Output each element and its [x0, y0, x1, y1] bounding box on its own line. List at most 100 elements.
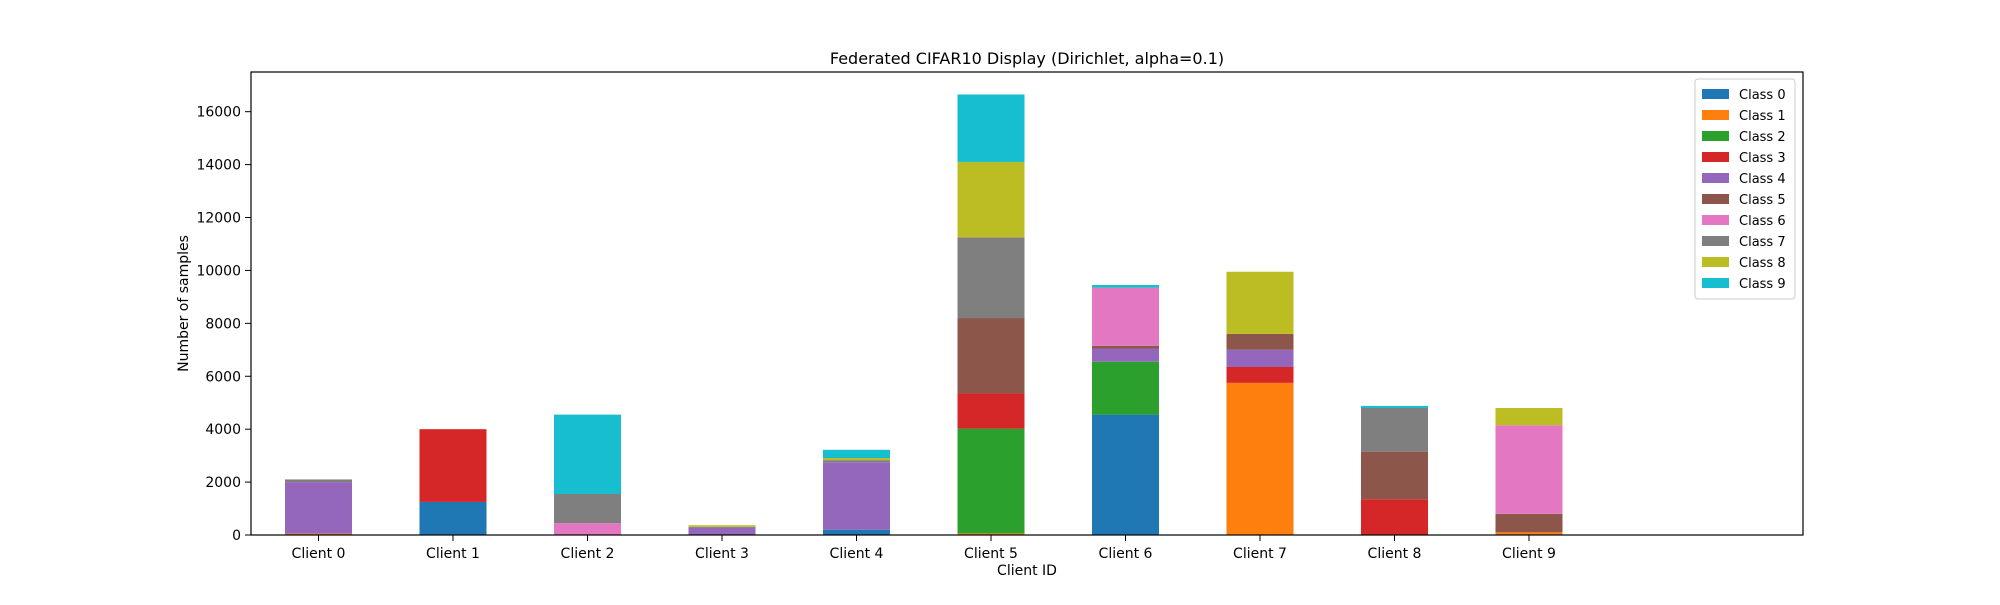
bar-segment: [688, 525, 756, 527]
legend-item: Class 5: [1702, 193, 1786, 208]
x-tick-label: Client 1: [426, 546, 480, 562]
legend-swatch: [1702, 131, 1729, 141]
bar-segment: [1361, 499, 1428, 535]
bar-segment: [957, 94, 1025, 162]
series-class-2: [957, 361, 1159, 534]
legend-item: Class 7: [1702, 235, 1786, 250]
bar-segment: [957, 161, 1025, 238]
legend-swatch: [1702, 236, 1729, 246]
legend-item: Class 2: [1702, 130, 1786, 145]
legend-label: Class 6: [1739, 214, 1786, 229]
bar-segment: [957, 393, 1025, 429]
bar-segment: [1226, 271, 1294, 334]
legend-label: Class 0: [1739, 88, 1786, 103]
y-tick-label: 6000: [205, 369, 241, 385]
y-tick-label: 14000: [196, 158, 241, 174]
bar-segment: [285, 479, 352, 483]
legend-item: Class 8: [1702, 256, 1786, 271]
series-class-7: [285, 237, 1428, 528]
series-class-4: [285, 348, 1294, 535]
bar-segment: [419, 429, 487, 502]
bar-segment: [1092, 361, 1159, 415]
bar-segment: [419, 501, 487, 535]
legend-label: Class 8: [1739, 256, 1786, 271]
bar-segment: [957, 428, 1025, 534]
y-tick-label: 12000: [196, 211, 241, 227]
bar-segment: [957, 318, 1025, 394]
x-tick-label: Client 6: [1099, 546, 1153, 562]
bar-segment: [688, 526, 756, 528]
legend-swatch: [1702, 278, 1729, 288]
bars-layer: [285, 94, 1563, 535]
plot-frame: [250, 71, 1804, 536]
bar-segment: [1495, 425, 1563, 514]
bar-segment: [1226, 382, 1294, 535]
series-class-1: [285, 382, 1563, 535]
legend-swatch: [1702, 173, 1729, 183]
x-tick-label: Client 8: [1368, 546, 1422, 562]
y-tick-label: 10000: [196, 263, 241, 279]
bar-segment: [688, 527, 756, 535]
x-tick-label: Client 3: [695, 546, 749, 562]
bar-segment: [957, 533, 1025, 535]
x-tick-label: Client 2: [561, 546, 615, 562]
x-tick-label: Client 0: [292, 546, 346, 562]
bar-segment: [1092, 345, 1159, 349]
bar-segment: [1226, 367, 1294, 383]
bar-segment: [1092, 284, 1159, 288]
series-class-6: [554, 287, 1563, 535]
legend-label: Class 9: [1739, 277, 1786, 292]
y-tick-label: 0: [232, 528, 241, 544]
series-class-8: [688, 161, 1563, 527]
bar-segment: [823, 529, 890, 535]
bar-segment: [554, 523, 621, 535]
legend-item: Class 4: [1702, 172, 1786, 187]
bar-segment: [1092, 414, 1159, 535]
legend-item: Class 9: [1702, 277, 1786, 292]
series-class-3: [419, 367, 1428, 535]
legend-swatch: [1702, 110, 1729, 120]
legend-item: Class 1: [1702, 109, 1786, 124]
y-tick-label: 16000: [196, 105, 241, 121]
bar-segment: [823, 458, 890, 461]
legend-item: Class 3: [1702, 151, 1786, 166]
bar-segment: [554, 493, 621, 524]
x-tick-label: Client 4: [830, 546, 884, 562]
x-axis-label: Client ID: [997, 563, 1057, 579]
chart-title: Federated CIFAR10 Display (Dirichlet, al…: [830, 49, 1224, 68]
legend-label: Class 4: [1739, 172, 1786, 187]
legend-swatch: [1702, 152, 1729, 162]
bar-segment: [285, 482, 352, 534]
bar-segment: [554, 414, 621, 494]
bar-segment: [1092, 287, 1159, 346]
legend-label: Class 3: [1739, 151, 1786, 166]
series-class-0: [419, 414, 1159, 535]
y-tick-label: 4000: [205, 422, 241, 438]
bar-segment: [1361, 451, 1428, 500]
y-axis-label: Number of samples: [176, 235, 192, 372]
x-tick-label: Client 9: [1502, 546, 1556, 562]
y-tick-label: 2000: [205, 475, 241, 491]
bar-segment: [1092, 348, 1159, 362]
bar-segment: [1495, 513, 1563, 533]
bar-segment: [1226, 349, 1294, 367]
series-class-5: [957, 318, 1563, 533]
legend-label: Class 7: [1739, 235, 1786, 250]
legend-label: Class 2: [1739, 130, 1786, 145]
bar-segment: [823, 449, 890, 459]
legend-label: Class 1: [1739, 109, 1786, 124]
x-tick-label: Client 5: [964, 546, 1018, 562]
bar-segment: [823, 462, 890, 530]
bar-segment: [285, 533, 352, 535]
legend-item: Class 0: [1702, 88, 1786, 103]
legend-label: Class 5: [1739, 193, 1786, 208]
legend: Class 0 Class 1 Class 2 Class 3 Class 4 Class…: [1694, 78, 1796, 300]
bar-segment: [1495, 532, 1563, 535]
bar-segment: [823, 460, 890, 463]
legend-swatch: [1702, 89, 1729, 99]
legend-item: Class 6: [1702, 214, 1786, 229]
bar-segment: [1495, 408, 1563, 426]
legend-swatch: [1702, 257, 1729, 267]
bar-segment: [957, 237, 1025, 319]
